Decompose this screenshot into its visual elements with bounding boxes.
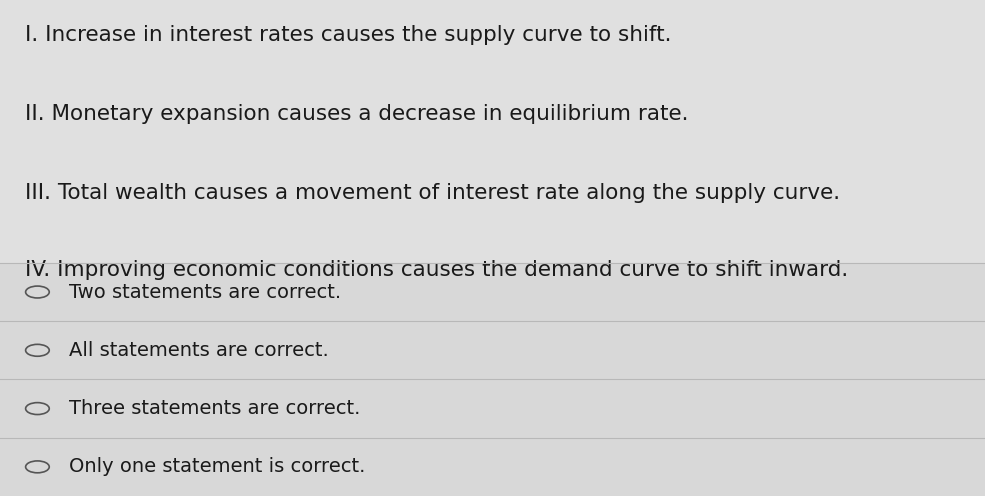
- Text: All statements are correct.: All statements are correct.: [69, 341, 329, 360]
- Text: IV. Improving economic conditions causes the demand curve to shift inward.: IV. Improving economic conditions causes…: [25, 260, 848, 280]
- Text: II. Monetary expansion causes a decrease in equilibrium rate.: II. Monetary expansion causes a decrease…: [25, 104, 689, 124]
- Text: Two statements are correct.: Two statements are correct.: [69, 283, 341, 302]
- Bar: [0, 0, 985, 263]
- Text: I. Increase in interest rates causes the supply curve to shift.: I. Increase in interest rates causes the…: [25, 25, 671, 45]
- Text: Only one statement is correct.: Only one statement is correct.: [69, 457, 365, 476]
- Text: III. Total wealth causes a movement of interest rate along the supply curve.: III. Total wealth causes a movement of i…: [25, 184, 840, 203]
- Text: Three statements are correct.: Three statements are correct.: [69, 399, 361, 418]
- Bar: [0, 263, 985, 496]
